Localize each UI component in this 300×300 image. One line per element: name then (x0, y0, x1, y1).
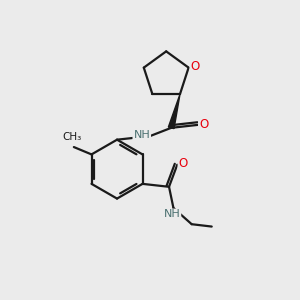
Text: NH: NH (164, 209, 180, 220)
Text: O: O (178, 157, 188, 170)
Polygon shape (168, 94, 180, 129)
Text: CH₃: CH₃ (63, 132, 82, 142)
Text: O: O (190, 60, 200, 73)
Text: O: O (199, 118, 208, 131)
Text: NH: NH (134, 130, 150, 140)
